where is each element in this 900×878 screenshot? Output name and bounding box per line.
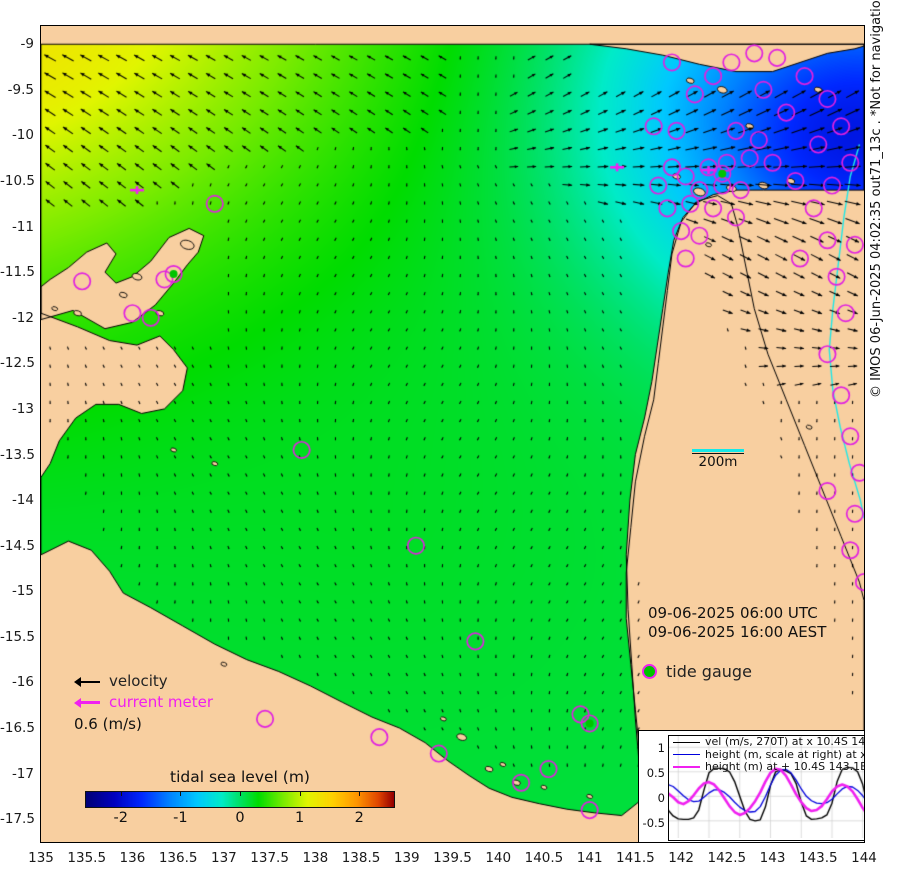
y-axis-tick-label: -9 — [20, 36, 34, 53]
y-axis-tick-label: -9.5 — [7, 81, 34, 98]
colorbar-tick-label: -2 — [113, 810, 128, 826]
y-axis-tick-label: -11 — [11, 218, 34, 235]
timeseries-legend-label: height (m, scale at right) at x — [705, 747, 865, 761]
x-axis-tick-label: 144 — [851, 850, 877, 866]
x-axis-tick-label: 137.5 — [250, 850, 289, 866]
x-axis-tick-label: 140.5 — [524, 850, 564, 866]
timeseries-legend-label: height (m) at + 10.4S 143.1E — [705, 760, 865, 774]
scale-bar-label: 200m — [692, 453, 744, 470]
x-axis-tick-label: 136 — [119, 850, 146, 866]
timestamp-local: 09-06-2025 16:00 AEST — [648, 623, 827, 641]
timeseries-plot-area — [668, 735, 864, 841]
x-axis-tick-label: 135 — [28, 850, 54, 866]
x-axis-tick-label: 142.5 — [707, 850, 747, 866]
y-axis-tick-label: -17.5 — [0, 811, 35, 828]
x-axis-tick-label: 137 — [210, 850, 237, 866]
tide-gauge-legend-label: tide gauge — [666, 662, 752, 681]
inset-y-left-tick: 1 — [657, 740, 665, 755]
colorbar-title: tidal sea level (m) — [170, 768, 310, 786]
y-axis-tick-label: -15.5 — [0, 628, 35, 645]
y-axis-tick-label: -10 — [11, 127, 34, 144]
colorbar-tick-mark — [299, 791, 301, 796]
colorbar-tick-label: -1 — [173, 810, 188, 826]
colorbar-tick-mark — [120, 791, 122, 796]
current-meter-legend-label: current meter — [109, 693, 213, 711]
colorbar-tick-label: 0 — [235, 810, 245, 826]
y-axis-tick-label: -12.5 — [0, 355, 35, 372]
y-axis-tick-label: -16.5 — [0, 720, 35, 737]
x-axis-tick-label: 136.5 — [158, 850, 198, 866]
y-axis-tick-label: -13 — [11, 400, 34, 417]
x-axis-tick-label: 138.5 — [341, 850, 381, 866]
velocity-legend: velocity current meter 0.6 (m/s) — [74, 671, 213, 735]
y-axis-tick-label: -14.5 — [0, 537, 35, 554]
x-axis-tick-label: 142 — [668, 850, 694, 866]
timestamp-block: 09-06-2025 06:00 UTC 09-06-2025 16:00 AE… — [648, 604, 826, 642]
timeseries-legend-row: height (m, scale at right) at x — [673, 747, 865, 762]
timeseries-legend-swatch — [673, 766, 700, 769]
current-meter-arrow-icon — [74, 697, 100, 708]
timeseries-legend-row: height (m) at + 10.4S 143.1E — [673, 760, 865, 774]
timeseries-legend-swatch — [673, 741, 700, 743]
x-axis-tick-label: 143.5 — [798, 850, 838, 866]
x-axis-tick-label: 140 — [485, 850, 512, 866]
timeseries-legend-label: vel (m/s, 270T) at x 10.4S 142.3E — [705, 735, 865, 748]
y-axis-tick-label: -13.5 — [0, 446, 35, 463]
colorbar: tidal sea level (m) -2 -1 0 1 2 — [85, 768, 395, 829]
x-axis-tick-label: 141.5 — [616, 850, 655, 866]
x-axis-tick-label: 141 — [576, 850, 603, 866]
velocity-legend-label: velocity — [109, 672, 168, 690]
inset-y-left-tick: -0.5 — [642, 816, 665, 831]
y-axis-tick-label: -11.5 — [0, 264, 35, 281]
y-axis-tick-label: -17 — [11, 765, 34, 782]
colorbar-tick-label: 2 — [354, 810, 364, 826]
colorbar-tick-mark — [180, 791, 182, 796]
colorbar-tick-labels: -2 -1 0 1 2 — [85, 791, 395, 829]
y-axis-tick-label: -16 — [11, 674, 34, 691]
x-axis-tick-label: 139 — [393, 850, 420, 866]
tide-gauge-legend: tide gauge — [642, 662, 752, 681]
x-axis-tick-label: 135.5 — [67, 850, 107, 866]
scale-bar-line — [692, 449, 744, 452]
x-axis-tick-label: 139.5 — [433, 850, 472, 866]
y-axis-tick-label: -10.5 — [0, 172, 35, 189]
inset-y-left-tick: 0 — [657, 791, 665, 806]
velocity-arrow-icon — [74, 676, 100, 687]
inset-y-left-tick: 0.5 — [646, 765, 665, 780]
y-axis-tick-label: -15 — [11, 583, 34, 600]
colorbar-tick-mark — [240, 791, 241, 796]
x-axis-tick-label: 143 — [759, 850, 786, 866]
timeseries-legend: vel (m/s, 270T) at x 10.4S 142.3Eheight … — [673, 735, 865, 774]
velocity-legend-row: velocity — [74, 671, 213, 692]
y-axis-tick-label: -12 — [11, 309, 34, 326]
current-meter-legend-row: current meter — [74, 692, 213, 713]
credit-text: © IMOS 06-Jun-2025 04:02:35 out71_13c . … — [869, 0, 884, 398]
timestamp-utc: 09-06-2025 06:00 UTC — [648, 604, 818, 622]
colorbar-tick-mark — [359, 791, 361, 796]
velocity-scale-label: 0.6 (m/s) — [74, 715, 142, 733]
y-axis-tick-label: -14 — [11, 492, 34, 509]
timeseries-legend-swatch — [673, 754, 700, 756]
colorbar-tick-label: 1 — [294, 810, 305, 826]
tide-gauge-marker-icon — [642, 664, 657, 679]
scale-bar: 200m — [692, 449, 744, 470]
timeseries-legend-row: vel (m/s, 270T) at x 10.4S 142.3E — [673, 735, 865, 749]
x-axis-tick-label: 138 — [302, 850, 329, 866]
